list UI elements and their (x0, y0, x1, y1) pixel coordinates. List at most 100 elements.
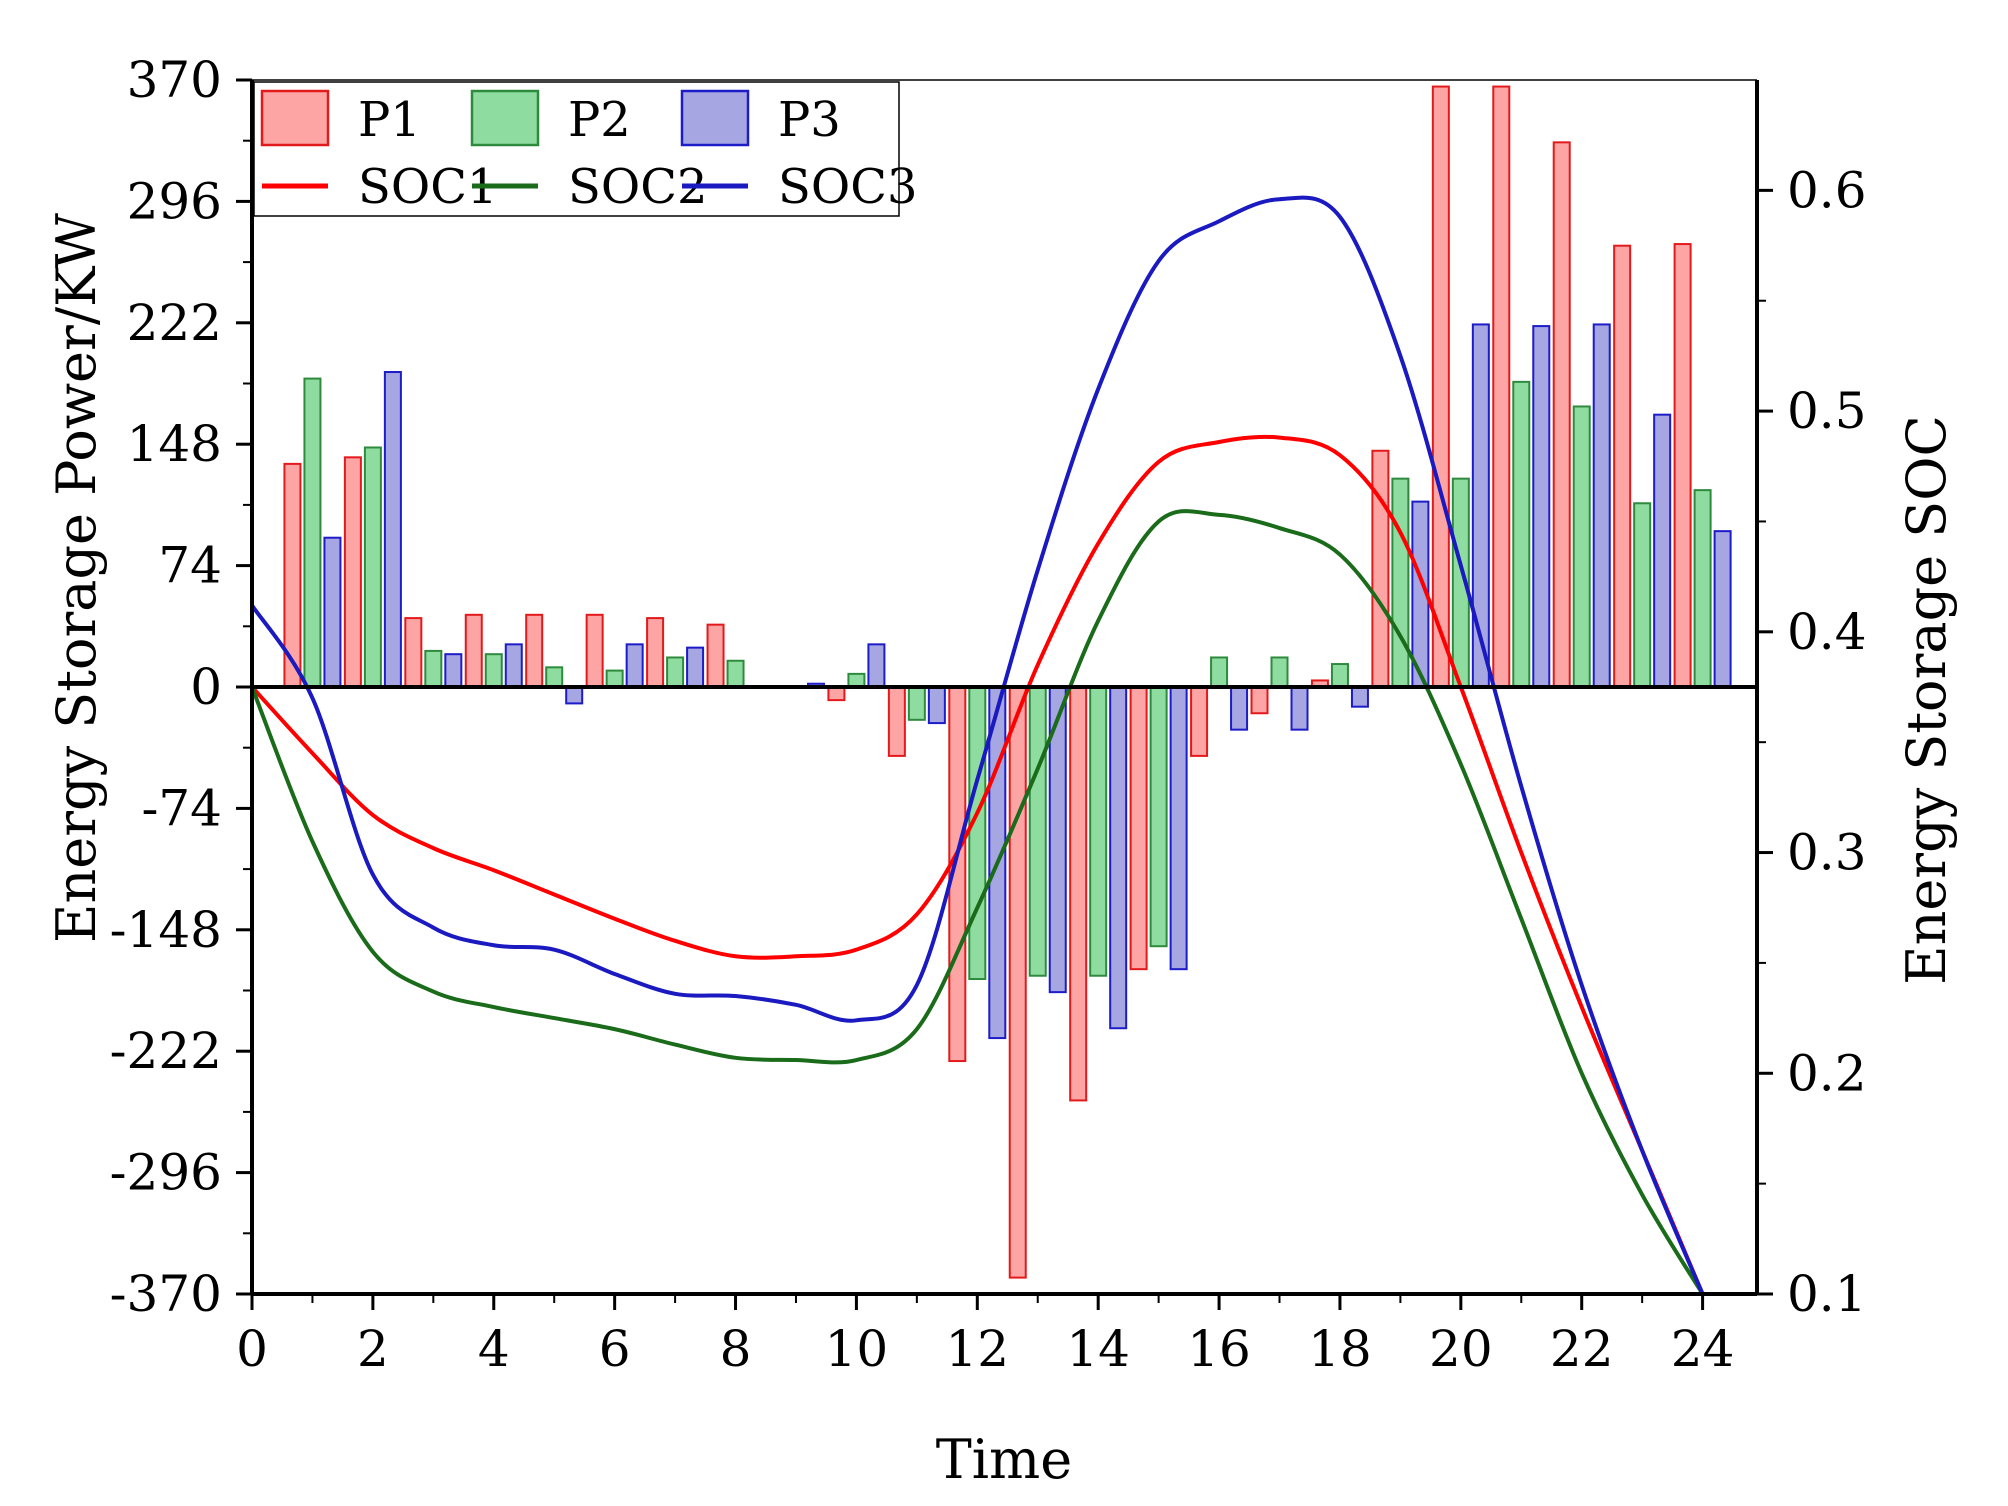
bar-p3-hour-15 (1169, 686, 1188, 971)
bar-p3-hour-5 (565, 686, 584, 705)
bar-p1-hour-24 (1673, 243, 1692, 688)
bar-p2-hour-13 (1028, 686, 1047, 977)
bar-p2-hour-8 (726, 659, 745, 688)
bar-p1-hour-17 (1250, 686, 1269, 715)
x-tick-label: 12 (945, 1320, 1009, 1378)
bar-p1-hour-13 (1008, 686, 1027, 1279)
bar-p1-hour-2 (343, 456, 362, 688)
x-tick-label: 4 (478, 1320, 510, 1378)
bar-p2-hour-11 (907, 686, 926, 721)
bar-p2-hour-5 (545, 666, 564, 689)
y2-tick-label: 0.3 (1787, 824, 1867, 882)
y-axis-right-title: Energy Storage SOC (1895, 415, 1958, 985)
y2-tick-label: 0.4 (1787, 603, 1867, 661)
x-tick-label: 18 (1308, 1320, 1372, 1378)
bar-p2-hour-23 (1633, 502, 1652, 688)
bar-p3-hour-14 (1109, 686, 1128, 1030)
bar-p1-hour-3 (404, 617, 423, 688)
y-tick-label: -222 (110, 1022, 222, 1080)
bar-p3-hour-22 (1592, 323, 1611, 688)
bar-p2-hour-15 (1149, 686, 1168, 948)
legend-swatch-p2 (470, 89, 540, 147)
x-tick-label: 22 (1550, 1320, 1614, 1378)
y-tick-label: -148 (110, 901, 222, 959)
x-tick-label: 10 (825, 1320, 889, 1378)
y-axis-right: 0.1 0.2 0.3 0.4 0.5 0.6 (1757, 161, 1867, 1323)
y-tick-label: 370 (127, 51, 222, 109)
line-soc3 (250, 195, 1705, 1295)
bar-p2-hour-6 (605, 669, 624, 689)
x-axis-title: Time (936, 1428, 1072, 1491)
y-tick-label: 222 (127, 294, 222, 352)
y2-tick-label: 0.5 (1787, 382, 1867, 440)
bar-p1-hour-23 (1613, 244, 1632, 689)
y-axis-left-title: Energy Storage Power/KW (45, 213, 108, 943)
x-tick-label: 14 (1066, 1320, 1130, 1378)
y-tick-label: -296 (110, 1144, 222, 1202)
bar-p2-hour-18 (1330, 663, 1349, 688)
bar-p3-hour-23 (1653, 413, 1672, 688)
bar-p3-hour-21 (1532, 325, 1551, 688)
bar-p2-hour-2 (363, 446, 382, 688)
y-tick-label: 0 (190, 658, 222, 716)
bar-p3-hour-11 (927, 686, 946, 725)
bar-p2-hour-17 (1270, 656, 1289, 689)
plot-frame (250, 79, 1759, 1296)
bar-p3-hour-16 (1230, 686, 1249, 731)
legend-box (253, 81, 900, 217)
legend-label-p3: P3 (778, 92, 841, 148)
bar-p1-hour-7 (646, 617, 665, 688)
bar-p3-hour-6 (625, 643, 644, 688)
x-axis: 0 2 4 6 8 10 12 14 16 18 20 22 24 (236, 1294, 1734, 1378)
bar-p1-hour-19 (1371, 449, 1390, 689)
bar-p2-hour-22 (1572, 405, 1591, 688)
y-axis-left: -370 -296 -222 -148 -74 0 74 148 222 296 370 (110, 51, 252, 1323)
bar-p2-hour-7 (666, 656, 685, 689)
bar-p3-hour-17 (1290, 686, 1309, 731)
bar-p3-hour-18 (1350, 686, 1369, 708)
legend-label-p2: P2 (568, 92, 631, 148)
bar-p2-hour-1 (303, 377, 322, 688)
bar-p2-hour-16 (1210, 656, 1229, 689)
x-tick-label: 8 (720, 1320, 752, 1378)
x-tick-label: 20 (1429, 1320, 1493, 1378)
bar-p1-hour-16 (1190, 686, 1209, 757)
y2-tick-label: 0.2 (1787, 1044, 1867, 1102)
bar-p2-hour-14 (1089, 686, 1108, 977)
bar-p1-hour-8 (706, 623, 725, 689)
y2-tick-label: 0.6 (1787, 161, 1867, 219)
y-tick-label: 148 (127, 415, 222, 473)
bar-p1-hour-22 (1552, 141, 1571, 689)
bar-p1-hour-20 (1431, 85, 1450, 689)
x-tick-label: 2 (357, 1320, 389, 1378)
bar-p1-hour-15 (1129, 686, 1148, 971)
bar-p1-hour-5 (525, 613, 544, 689)
bar-p3-hour-3 (444, 653, 463, 689)
legend-swatch-p1 (260, 89, 330, 147)
y-tick-label: -74 (141, 779, 222, 837)
legend-label-soc3: SOC3 (778, 159, 918, 215)
y-tick-label: 74 (158, 537, 222, 595)
bar-p1-hour-11 (887, 686, 906, 757)
bar-p3-hour-1 (323, 536, 342, 688)
bars-layer (283, 85, 1732, 1279)
bar-p1-hour-14 (1069, 686, 1088, 1102)
y-tick-label: 296 (127, 172, 222, 230)
bar-p2-hour-3 (424, 649, 443, 688)
bar-p2-hour-19 (1391, 477, 1410, 688)
bar-p2-hour-12 (968, 686, 987, 981)
bar-p3-hour-24 (1713, 530, 1732, 688)
bar-p1-hour-4 (464, 613, 483, 689)
x-tick-label: 6 (599, 1320, 631, 1378)
x-tick-label: 16 (1187, 1320, 1251, 1378)
bar-p1-hour-6 (585, 613, 604, 689)
x-tick-label: 0 (236, 1320, 268, 1378)
bar-p3-hour-2 (383, 371, 402, 688)
y-tick-label: -370 (110, 1265, 222, 1323)
bar-p2-hour-4 (484, 653, 503, 689)
x-tick-label: 24 (1671, 1320, 1735, 1378)
legend-label-p1: P1 (358, 92, 421, 148)
bar-p3-hour-4 (504, 643, 523, 688)
